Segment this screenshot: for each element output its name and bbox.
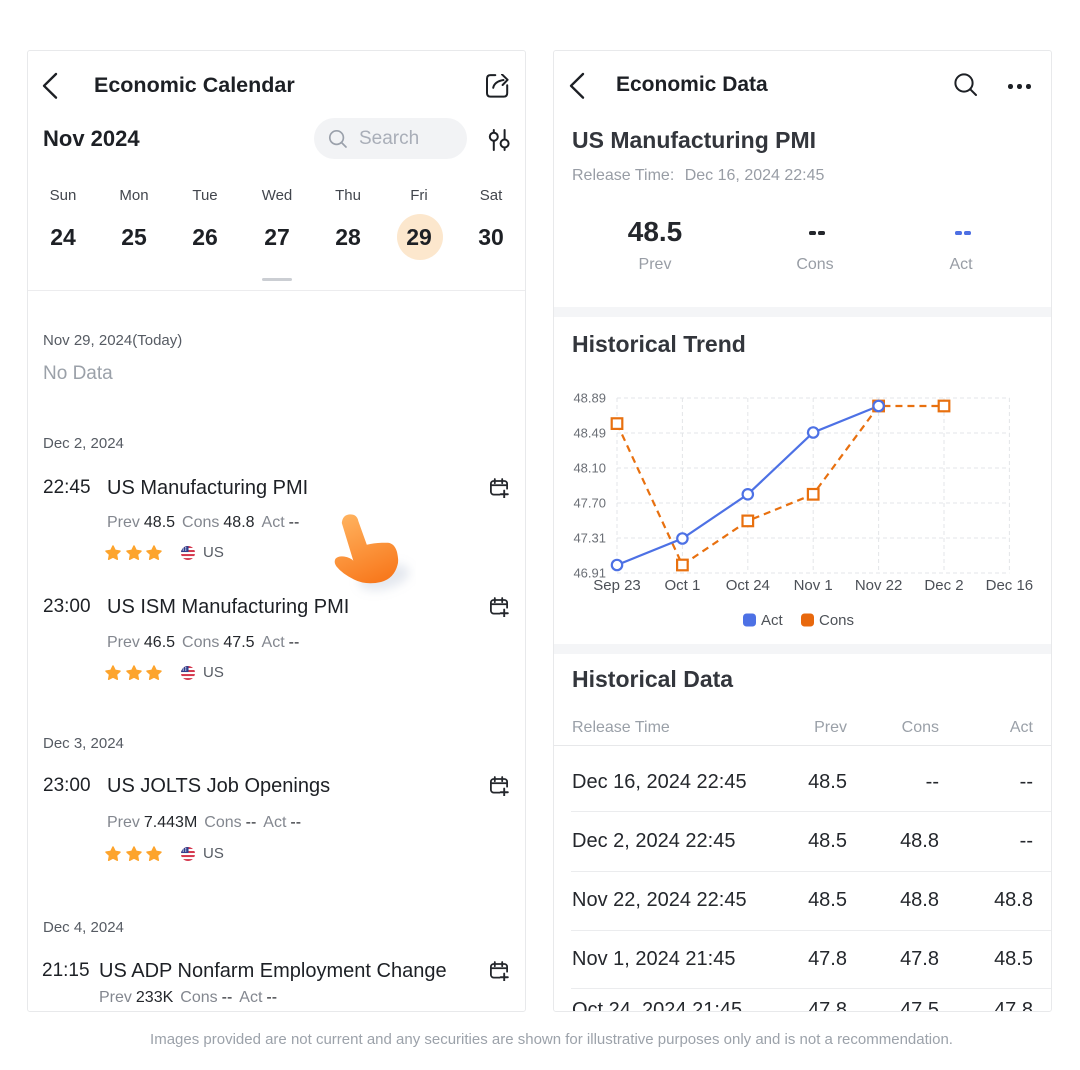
svg-text:Sep 23: Sep 23 [593,577,641,594]
svg-text:Oct 1: Oct 1 [664,577,700,594]
svg-text:48.49: 48.49 [573,426,606,441]
svg-text:Dec 16: Dec 16 [986,577,1034,594]
svg-text:48.89: 48.89 [573,391,606,406]
svg-text:Nov 1: Nov 1 [794,577,833,594]
svg-text:47.31: 47.31 [573,531,606,546]
svg-text:48.10: 48.10 [573,461,606,476]
svg-text:Dec 2: Dec 2 [924,577,963,594]
svg-text:47.70: 47.70 [573,496,606,511]
svg-text:Act: Act [761,612,784,629]
svg-text:Cons: Cons [819,612,854,629]
svg-text:Oct 24: Oct 24 [726,577,770,594]
svg-text:Nov 22: Nov 22 [855,577,903,594]
svg-text:46.91: 46.91 [573,566,606,581]
